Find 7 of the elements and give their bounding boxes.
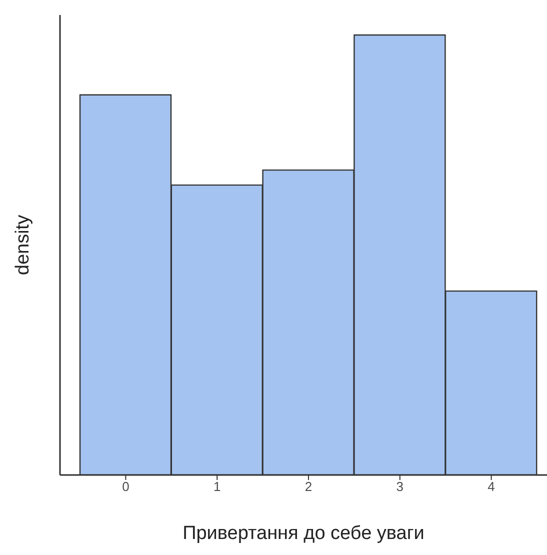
y-axis-title: density [12, 214, 34, 276]
x-tick-label: 3 [396, 479, 404, 494]
x-tick-label: 1 [213, 479, 221, 494]
x-axis-title: Привертання до себе уваги [182, 523, 424, 544]
x-tick-label: 0 [122, 479, 130, 494]
x-tick-label: 4 [488, 479, 495, 494]
x-tick-label: 2 [304, 479, 312, 494]
